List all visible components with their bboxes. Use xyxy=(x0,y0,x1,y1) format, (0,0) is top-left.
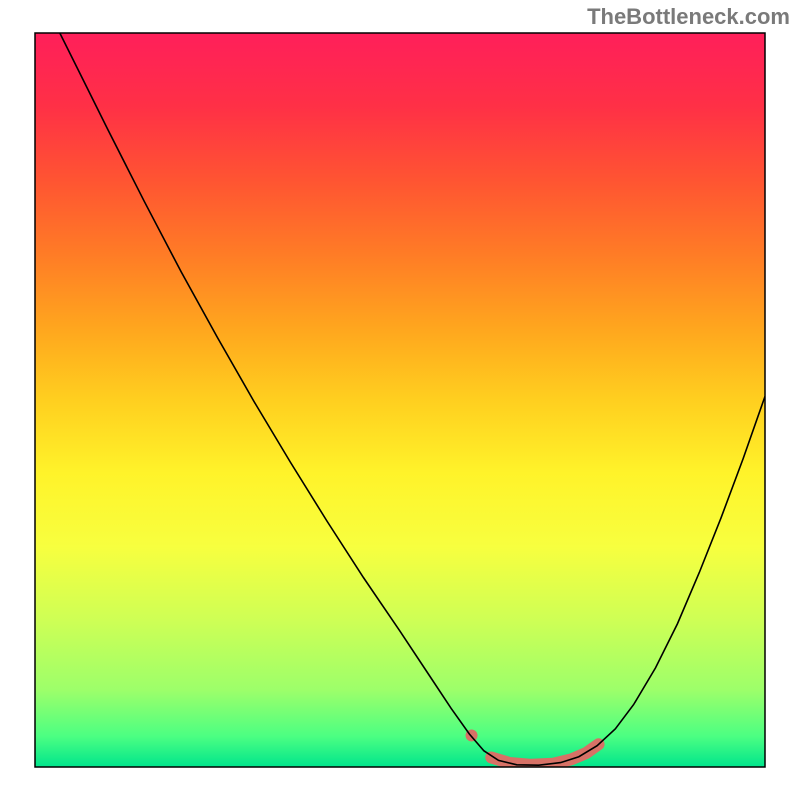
watermark-text: TheBottleneck.com xyxy=(587,4,790,30)
chart-container: { "watermark": "TheBottleneck.com", "fig… xyxy=(0,0,800,800)
chart-background xyxy=(35,33,765,767)
bottleneck-chart xyxy=(0,0,800,800)
